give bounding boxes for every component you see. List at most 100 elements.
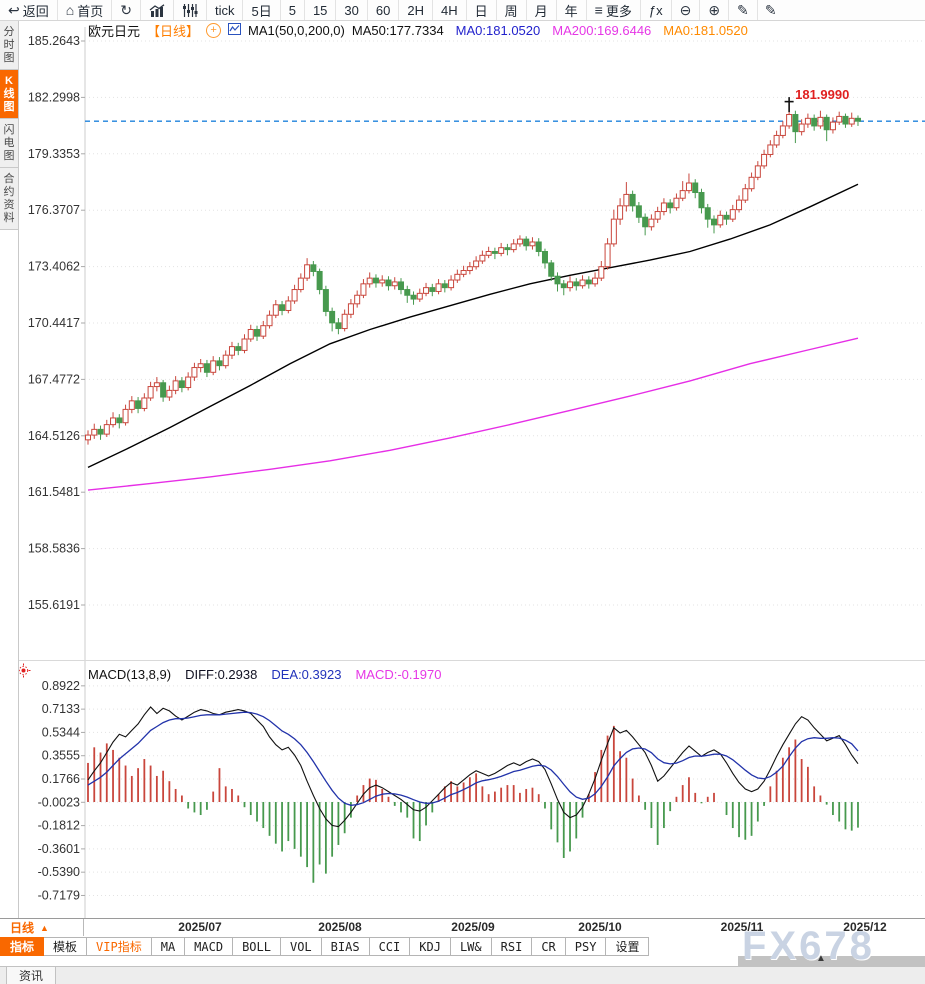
ma-chart-icon[interactable]: [228, 22, 242, 38]
candle-body: [354, 294, 361, 305]
pencil-button[interactable]: ✎: [729, 0, 758, 20]
toolbar-label: tick: [214, 2, 235, 18]
candle-body: [485, 250, 492, 256]
refresh-button[interactable]: ↻: [112, 0, 141, 20]
price-axis-label: 158.5836: [28, 542, 80, 556]
candle-body: [692, 182, 699, 194]
candle-body: [423, 287, 430, 294]
candle-body: [391, 281, 398, 287]
macd-params: MACD(13,8,9): [88, 666, 172, 682]
menu-button[interactable]: ≡ 更多: [587, 0, 641, 20]
candle-body: [817, 116, 824, 127]
indicator-tab-设置[interactable]: 设置: [606, 937, 650, 956]
indicator-tab-RSI[interactable]: RSI: [491, 937, 533, 956]
ma-legend-item: MA0:181.0520: [663, 22, 748, 38]
candle-body: [385, 279, 392, 287]
candle-body: [842, 115, 849, 125]
indicator-tab-MACD[interactable]: MACD: [185, 937, 234, 956]
indicator-tab-VOL[interactable]: VOL: [280, 937, 322, 956]
candle-body: [291, 289, 298, 302]
indicator-tab-模板[interactable]: 模板: [44, 937, 88, 956]
candle-body: [617, 205, 624, 220]
indicator-tab-MA[interactable]: MA: [151, 937, 186, 956]
indicator-tab-PSY[interactable]: PSY: [565, 937, 607, 956]
candle-body: [742, 188, 749, 201]
toolbar-button-15[interactable]: 15: [305, 0, 337, 20]
toolbar-button-周[interactable]: 周: [497, 0, 527, 20]
candle-body: [178, 380, 185, 389]
indicator-tab-BIAS[interactable]: BIAS: [321, 937, 370, 956]
indicator-tab-BOLL[interactable]: BOLL: [233, 937, 281, 956]
indicator-tab-KDJ[interactable]: KDJ: [410, 937, 451, 956]
refresh-icon: ↻: [120, 2, 132, 18]
indicator-tabs-row: 指标 模板 VIP指标 MA MACD BOLL VOL BIAS CCI KDJ LW& RSI CR…: [0, 937, 925, 956]
toolbar-button-月[interactable]: 月: [527, 0, 557, 20]
zoom-out-button[interactable]: ⊖: [672, 0, 701, 20]
pencil2-button[interactable]: ✎: [758, 0, 778, 20]
toolbar-button-30[interactable]: 30: [336, 0, 368, 20]
toolbar-button-ƒx[interactable]: ƒx: [641, 0, 672, 20]
candle-body: [254, 328, 261, 337]
candle-body: [247, 328, 254, 340]
toolbar-label: 年: [564, 3, 578, 19]
add-overlay-icon[interactable]: +: [206, 22, 222, 38]
indicator-tab-CR[interactable]: CR: [532, 937, 566, 956]
sidebar-tab-合约资料[interactable]: 合 约 资 料: [0, 168, 18, 230]
bar-chart-button[interactable]: [141, 0, 174, 20]
toolbar-button-4H[interactable]: 4H: [433, 0, 467, 20]
indicator-tab-CCI[interactable]: CCI: [369, 937, 411, 956]
candle-body: [673, 197, 680, 209]
indicator-tab-指标[interactable]: 指标: [0, 937, 45, 956]
zoom-in-button[interactable]: ⊕: [700, 0, 730, 20]
candle-body: [85, 434, 91, 441]
sidebar-tab-K线图[interactable]: K 线 图: [0, 70, 18, 119]
indicator-tab-VIP指标[interactable]: VIP指标: [87, 937, 152, 956]
candle-body: [228, 346, 235, 356]
candle-body: [685, 182, 692, 192]
candle-body: [435, 283, 442, 292]
macd-gridlines: 0.8922 0.7133 0.5344 0.3555 0.1766 -0.0023 -0.…: [38, 679, 925, 902]
candle-body: [660, 202, 667, 213]
candle-body: [329, 310, 336, 324]
toolbar-label: 60: [375, 2, 391, 18]
toolbar-button-年[interactable]: 年: [557, 0, 587, 20]
macd-axis-label: 0.7133: [42, 702, 80, 716]
home-icon: ⌂: [65, 2, 75, 18]
toolbar-button-5[interactable]: 5: [281, 0, 305, 20]
toolbar-button-日[interactable]: 日: [467, 0, 497, 20]
candle-body: [773, 134, 780, 146]
macd-axis-label: -0.7179: [38, 888, 80, 902]
news-tab[interactable]: 资讯: [6, 967, 57, 984]
candle-body: [103, 424, 110, 435]
candle-body: [322, 289, 329, 312]
candle-body: [110, 417, 117, 426]
horizontal-scrollbar[interactable]: ▲: [738, 953, 925, 966]
sidebar-tab-闪电图[interactable]: 闪 电 图: [0, 119, 18, 168]
candle-body: [598, 266, 605, 279]
back-arrow-button[interactable]: ↩ 返回: [0, 0, 58, 20]
candle-body: [191, 367, 198, 378]
toolbar-button-2H[interactable]: 2H: [399, 0, 433, 20]
candle-body: [316, 270, 323, 291]
home-button[interactable]: ⌂ 首页: [58, 0, 113, 20]
price-and-macd-chart[interactable]: 185.2643 182.2998 179.3353 176.3707 173.4062…: [0, 21, 925, 918]
toolbar-button-5日[interactable]: 5日: [243, 0, 281, 20]
sidebar-tab-分时图[interactable]: 分 时 图: [0, 21, 18, 70]
candle-body: [779, 125, 786, 136]
toolbar-button-tick[interactable]: tick: [207, 0, 244, 20]
candlestick-button[interactable]: [174, 0, 207, 20]
candle-body: [222, 354, 229, 367]
candle-body: [535, 241, 542, 252]
candle-body: [185, 376, 192, 389]
indicator-settings-sun-icon[interactable]: [16, 663, 31, 683]
x-axis-month-label: 2025/10: [578, 920, 622, 934]
scroll-up-arrow-icon[interactable]: ▲: [816, 953, 826, 964]
zoom-out-icon: ⊖: [679, 2, 692, 18]
indicator-tab-LW&[interactable]: LW&: [450, 937, 492, 956]
candle-body: [786, 114, 793, 127]
candle-body: [272, 304, 279, 316]
period-selector[interactable]: 日线 ▲: [0, 919, 84, 936]
candle-body: [516, 238, 523, 245]
candle-body: [736, 199, 743, 211]
toolbar-button-60[interactable]: 60: [368, 0, 400, 20]
